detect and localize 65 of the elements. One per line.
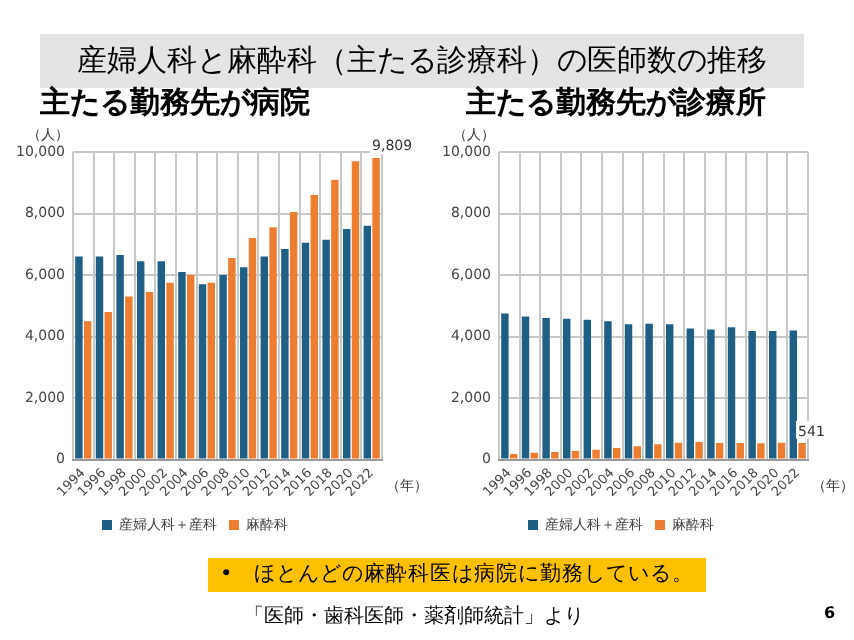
bar — [583, 319, 592, 459]
bar — [521, 316, 530, 459]
bar — [157, 261, 166, 459]
bar — [695, 442, 703, 459]
bar — [351, 161, 360, 459]
bar — [166, 282, 174, 459]
bar — [736, 442, 744, 459]
bar — [125, 296, 133, 459]
bar — [310, 195, 318, 459]
bar — [798, 442, 806, 459]
bar — [604, 321, 612, 459]
bar — [198, 284, 207, 459]
bar — [530, 452, 538, 459]
bar — [136, 261, 145, 459]
bar — [228, 258, 236, 459]
bar — [219, 275, 227, 459]
bar — [769, 331, 777, 459]
bar — [624, 324, 633, 459]
bar — [612, 447, 621, 459]
bar — [562, 318, 571, 459]
bar — [207, 282, 215, 459]
bar — [757, 443, 765, 459]
bar — [727, 327, 736, 459]
bar — [75, 256, 83, 459]
bar — [322, 239, 330, 459]
bar — [542, 318, 550, 459]
bar — [666, 324, 674, 459]
bar — [240, 267, 248, 459]
bar — [83, 321, 92, 459]
bar — [777, 442, 786, 459]
bar — [248, 238, 257, 459]
text: 6 — [824, 604, 836, 622]
chart-subtitle: 主たる勤務先が病院 — [38, 84, 312, 124]
bar — [789, 330, 798, 459]
bar — [674, 442, 683, 459]
chart-title: 産婦人科と麻酔科（主たる診療科）の医師数の推移 — [77, 42, 767, 78]
bar — [260, 256, 269, 459]
bar — [269, 227, 277, 459]
bar — [633, 446, 641, 459]
bar — [95, 256, 104, 459]
bar — [372, 157, 380, 459]
bar — [331, 179, 339, 459]
bar — [592, 449, 600, 459]
bar — [501, 313, 509, 459]
text: 「医師・歯科医師・薬剤師統計」より — [244, 603, 584, 630]
bar — [281, 248, 289, 459]
bar — [343, 228, 351, 459]
bar — [301, 242, 310, 459]
text: • ほとんどの麻酔科医は病院に勤務している。 — [208, 558, 707, 592]
bar — [186, 275, 195, 459]
bar — [686, 328, 695, 459]
bar — [715, 442, 724, 459]
bar — [104, 311, 112, 459]
bar — [363, 225, 372, 459]
bar — [707, 329, 715, 459]
bar — [289, 211, 298, 459]
bar — [551, 451, 559, 459]
bar — [116, 255, 124, 459]
chart-subtitle: 主たる勤務先が診療所 — [464, 84, 768, 124]
bar — [645, 323, 653, 459]
bar — [145, 291, 154, 459]
bar — [654, 444, 662, 459]
bar — [178, 271, 186, 459]
bar — [571, 450, 580, 459]
bar — [748, 331, 756, 459]
